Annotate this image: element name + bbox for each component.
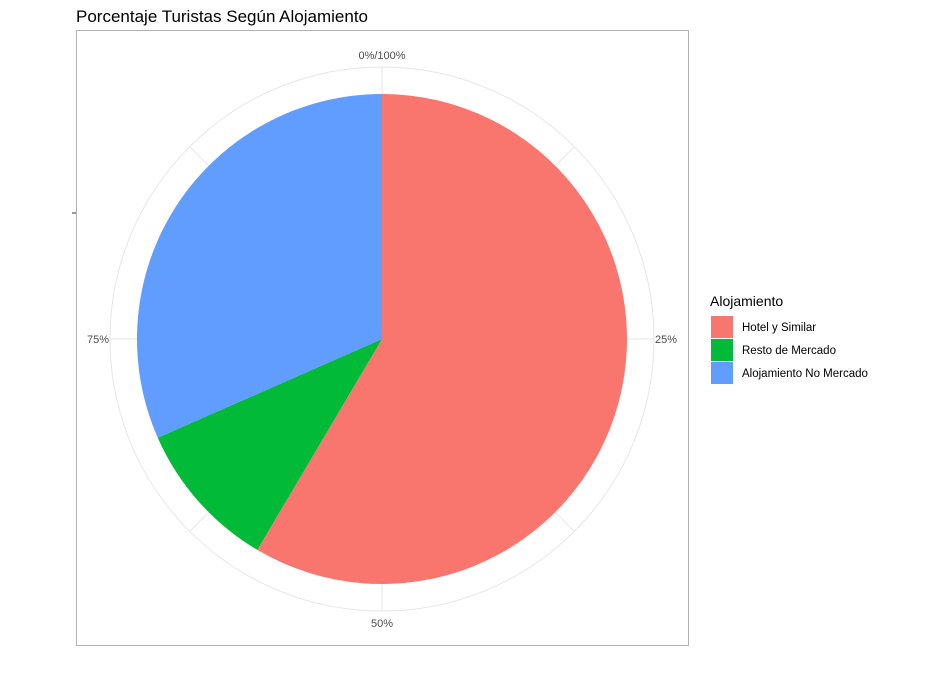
pie-slice	[257, 94, 628, 584]
chart-title: Porcentaje Turistas Según Alojamiento	[76, 7, 368, 26]
theta-tick-label: 25%	[655, 334, 677, 346]
legend-items: Hotel y Similar Resto de Mercado Alojamien…	[711, 316, 868, 384]
legend: Alojamiento Hotel y Similar Resto de Merc…	[710, 293, 868, 384]
theta-tick-label: 75%	[87, 334, 109, 346]
theta-tick-label: 0%/100%	[358, 50, 405, 62]
legend-swatch	[711, 362, 733, 384]
theta-tick-labels: 0%/100% 25% 50% 75%	[87, 50, 677, 630]
legend-swatch	[711, 339, 733, 361]
pie-slice	[137, 94, 382, 438]
legend-swatch	[711, 316, 733, 338]
legend-label: Hotel y Similar	[742, 322, 816, 334]
legend-title: Alojamiento	[710, 293, 783, 309]
pie-slices	[137, 94, 628, 584]
theta-tick-label: 50%	[371, 618, 393, 630]
pie-slice	[157, 339, 382, 550]
panel-border	[76, 30, 689, 646]
legend-label: Alojamiento No Mercado	[742, 368, 868, 380]
legend-label: Resto de Mercado	[742, 345, 836, 357]
